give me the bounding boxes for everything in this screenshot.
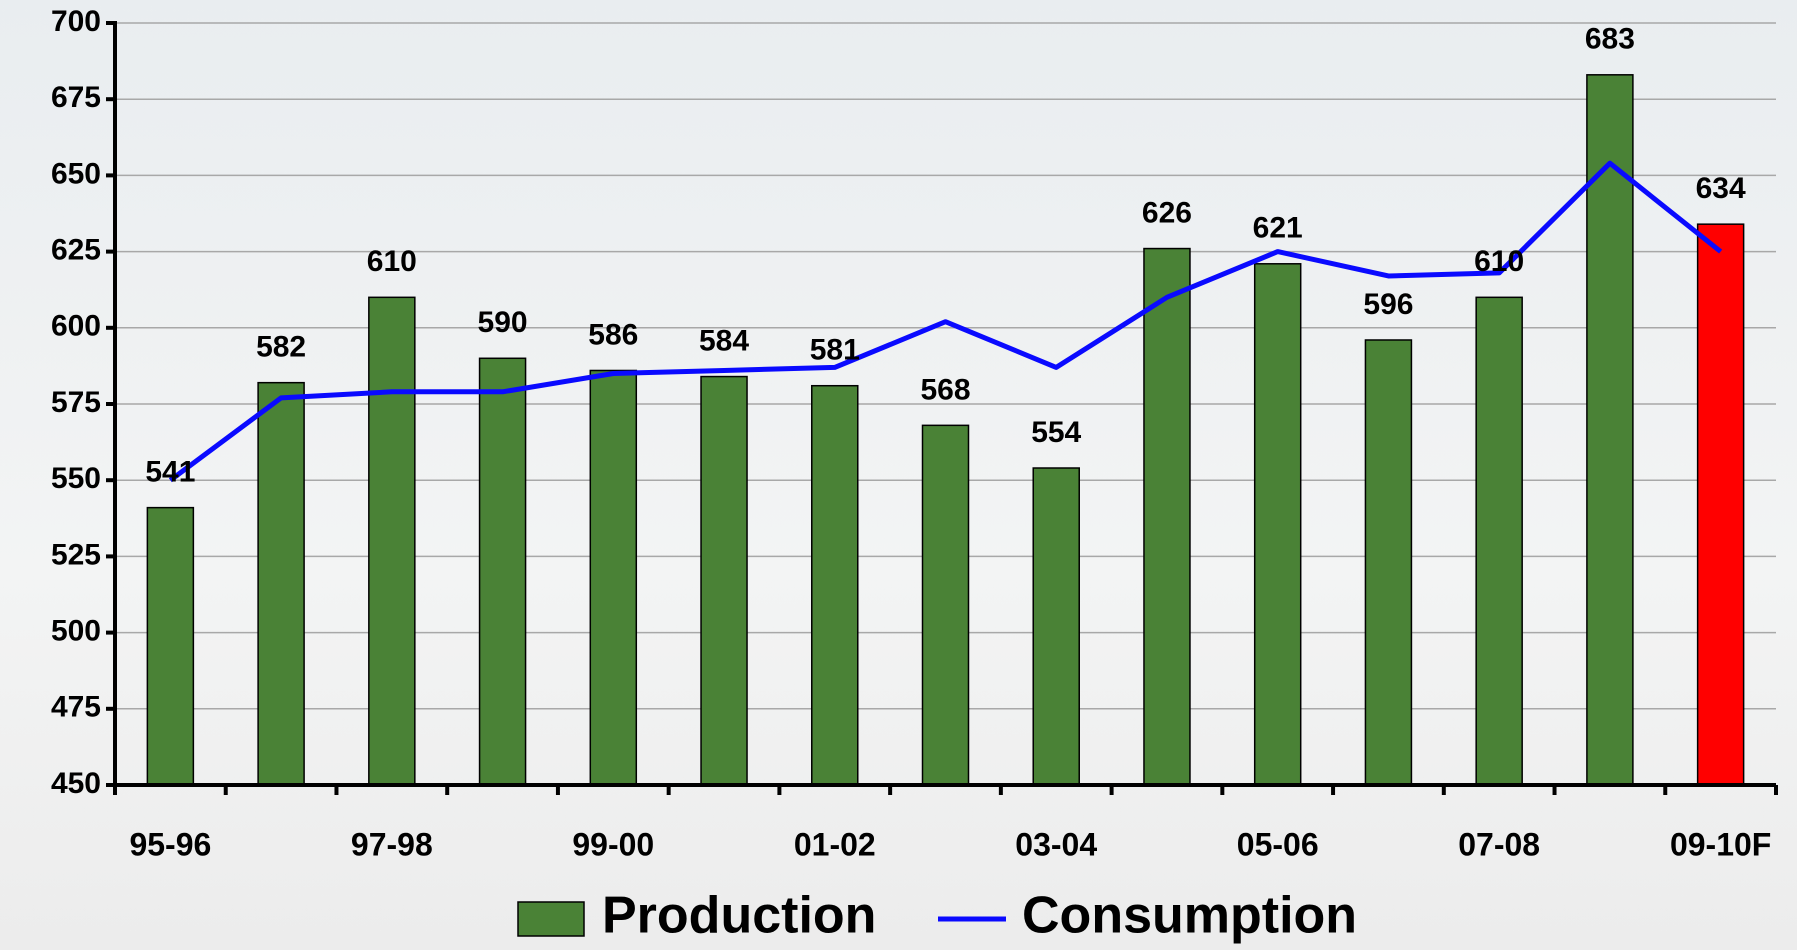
bar xyxy=(700,375,748,786)
data-label: 610 xyxy=(367,245,417,278)
y-tick-label: 675 xyxy=(51,81,101,114)
data-label: 581 xyxy=(810,334,860,367)
data-label: 621 xyxy=(1253,212,1303,245)
data-label: 584 xyxy=(699,324,749,357)
bar xyxy=(1032,467,1080,786)
data-label: 586 xyxy=(588,318,638,351)
data-label: 626 xyxy=(1142,196,1192,229)
bar xyxy=(811,384,859,786)
x-tick-label: 95-96 xyxy=(129,826,211,862)
data-label: 634 xyxy=(1696,172,1746,205)
bar xyxy=(589,369,638,786)
bar xyxy=(1253,263,1302,786)
legend-label: Consumption xyxy=(1022,887,1357,945)
data-label: 610 xyxy=(1474,245,1524,278)
bar xyxy=(257,381,305,786)
bar xyxy=(368,296,416,786)
y-tick-label: 475 xyxy=(51,691,101,724)
data-label: 554 xyxy=(1031,416,1081,449)
y-tick-label: 525 xyxy=(51,538,101,571)
y-tick-label: 625 xyxy=(51,234,101,267)
data-label: 590 xyxy=(478,306,528,339)
data-label: 541 xyxy=(145,456,195,489)
data-label: 582 xyxy=(256,331,306,364)
x-tick-label: 01-02 xyxy=(794,826,876,862)
y-tick-label: 650 xyxy=(51,157,101,190)
x-tick-label: 09-10F xyxy=(1670,826,1771,862)
y-tick-label: 600 xyxy=(51,310,101,343)
x-tick-label: 97-98 xyxy=(351,826,433,862)
line xyxy=(168,160,1723,483)
data-label: 683 xyxy=(1585,23,1635,56)
legend-label: Production xyxy=(602,887,876,945)
legend-swatch xyxy=(517,901,585,937)
y-tick-label: 550 xyxy=(51,462,101,495)
y-tick-label: 575 xyxy=(51,386,101,419)
x-tick-label: 03-04 xyxy=(1015,826,1097,862)
data-label: 568 xyxy=(920,373,970,406)
bar xyxy=(1475,296,1523,786)
data-label: 596 xyxy=(1363,288,1413,321)
x-tick-label: 07-08 xyxy=(1458,826,1540,862)
x-tick-label: 05-06 xyxy=(1237,826,1319,862)
bar xyxy=(1143,247,1191,786)
bar xyxy=(478,357,527,786)
bar xyxy=(1696,223,1745,786)
bar xyxy=(1364,339,1413,786)
x-tick-label: 99-00 xyxy=(572,826,654,862)
y-tick-label: 500 xyxy=(51,615,101,648)
y-tick-label: 700 xyxy=(51,5,101,38)
bar xyxy=(921,424,970,786)
y-tick-label: 450 xyxy=(51,767,101,800)
bar xyxy=(146,506,195,786)
